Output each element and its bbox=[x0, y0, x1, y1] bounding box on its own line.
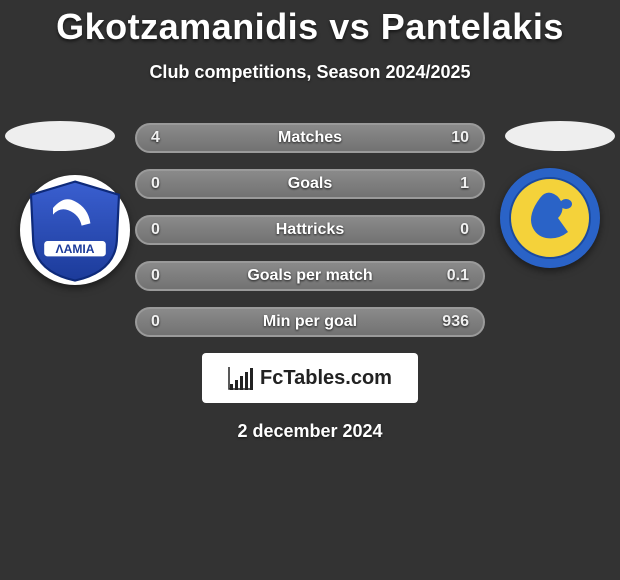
stat-left-value: 0 bbox=[151, 221, 160, 239]
stat-bars: 4Matches100Goals10Hattricks00Goals per m… bbox=[135, 123, 485, 337]
stat-label: Goals per match bbox=[137, 267, 483, 285]
stat-row: 0Min per goal936 bbox=[135, 307, 485, 337]
bar-chart-icon bbox=[228, 366, 254, 390]
stat-row: 4Matches10 bbox=[135, 123, 485, 153]
stat-row: 0Hattricks0 bbox=[135, 215, 485, 245]
brand-badge: FcTables.com bbox=[202, 353, 418, 403]
stat-right-value: 0 bbox=[460, 221, 469, 239]
comparison-content: ΛΑΜΙΑ 4Matches100Goals10Hattricks00Goals… bbox=[0, 123, 620, 442]
stat-right-value: 936 bbox=[442, 313, 469, 331]
stat-right-value: 1 bbox=[460, 175, 469, 193]
player-head-right bbox=[505, 121, 615, 151]
stat-left-value: 0 bbox=[151, 175, 160, 193]
stat-row: 0Goals per match0.1 bbox=[135, 261, 485, 291]
stat-left-value: 4 bbox=[151, 129, 160, 147]
shield-icon: ΛΑΜΙΑ bbox=[20, 175, 130, 285]
club-crest-left: ΛΑΜΙΑ bbox=[20, 175, 130, 285]
stat-right-value: 0.1 bbox=[447, 267, 469, 285]
crest-left-text: ΛΑΜΙΑ bbox=[56, 242, 95, 256]
stat-label: Hattricks bbox=[137, 221, 483, 239]
shield-icon bbox=[500, 168, 600, 268]
stat-label: Goals bbox=[137, 175, 483, 193]
stat-left-value: 0 bbox=[151, 313, 160, 331]
page-title: Gkotzamanidis vs Pantelakis bbox=[0, 0, 620, 48]
page-subtitle: Club competitions, Season 2024/2025 bbox=[0, 62, 620, 83]
stat-right-value: 10 bbox=[451, 129, 469, 147]
player-head-left bbox=[5, 121, 115, 151]
stat-left-value: 0 bbox=[151, 267, 160, 285]
stat-label: Matches bbox=[137, 129, 483, 147]
stat-row: 0Goals1 bbox=[135, 169, 485, 199]
club-crest-right bbox=[500, 168, 600, 268]
snapshot-date: 2 december 2024 bbox=[0, 421, 620, 442]
brand-text: FcTables.com bbox=[260, 367, 392, 390]
stat-label: Min per goal bbox=[137, 313, 483, 331]
